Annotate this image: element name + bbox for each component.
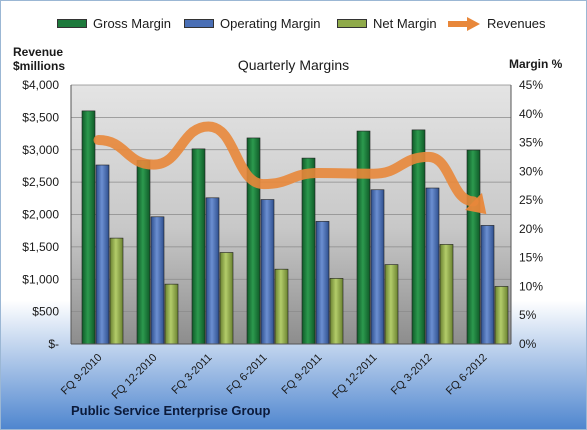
- legend: Gross Margin Operating Margin Net Margin…: [1, 16, 586, 36]
- left-tick-label: $2,500: [22, 175, 59, 189]
- right-tick-label: 35%: [519, 136, 543, 150]
- legend-operating-margin: Operating Margin: [184, 16, 320, 31]
- x-tick-label: FQ 6-2012: [444, 352, 490, 398]
- legend-revenues: Revenues: [447, 16, 546, 31]
- legend-swatch-operating: [184, 19, 214, 28]
- bar-gross-margin: [81, 110, 96, 345]
- legend-arrow-icon: [448, 16, 480, 31]
- legend-net-margin: Net Margin: [337, 16, 437, 31]
- right-tick-label: 10%: [519, 279, 543, 293]
- left-tick-label: $500: [32, 305, 59, 319]
- legend-label-gross: Gross Margin: [93, 16, 172, 31]
- bar-gross-margin: [356, 130, 371, 345]
- right-tick-label: 20%: [519, 222, 543, 236]
- legend-label-net: Net Margin: [373, 16, 437, 31]
- x-tick-label: FQ 12-2010: [110, 352, 160, 402]
- bar-net-margin: [164, 283, 179, 345]
- left-tick-label: $3,000: [22, 143, 59, 157]
- left-tick-label: $1,000: [22, 272, 59, 286]
- right-axis-title: Margin %: [509, 57, 563, 71]
- bar-operating-margin: [480, 225, 495, 345]
- x-tick-label: FQ 12-2011: [330, 352, 379, 401]
- bar-operating-margin: [370, 189, 385, 345]
- left-axis-title-line2: $millions: [13, 59, 66, 73]
- right-tick-label: 0%: [519, 337, 537, 351]
- right-tick-label: 40%: [519, 107, 543, 121]
- bar-operating-margin: [315, 221, 330, 345]
- right-tick-label: 45%: [519, 78, 543, 92]
- right-tick-label: 25%: [519, 193, 543, 207]
- bar-gross-margin: [191, 148, 206, 345]
- bar-net-margin: [439, 244, 454, 345]
- company-name: Public Service Enterprise Group: [71, 403, 271, 418]
- x-tick-label: FQ 9-2010: [59, 352, 105, 398]
- x-tick-label: FQ 6-2011: [225, 352, 270, 397]
- revenue-line: [93, 121, 487, 215]
- legend-label-revenues: Revenues: [487, 16, 546, 31]
- left-tick-label: $1,500: [22, 240, 59, 254]
- x-tick-label: FQ 9-2011: [280, 352, 325, 397]
- revenue-line-path: [93, 121, 479, 207]
- chart-title: Quarterly Margins: [237, 57, 350, 73]
- legend-swatch-net: [337, 19, 367, 28]
- legend-gross-margin: Gross Margin: [57, 16, 171, 31]
- right-tick-label: 30%: [519, 164, 543, 178]
- bar-operating-margin: [95, 164, 110, 345]
- bar-gross-margin: [301, 157, 316, 345]
- left-axis-title: Revenue $millions: [13, 45, 65, 73]
- revenue-arrowhead: [465, 192, 487, 215]
- bar-net-margin: [494, 286, 509, 345]
- bar-operating-margin: [150, 216, 165, 345]
- x-tick-label: FQ 3-2012: [389, 352, 435, 398]
- left-axis-title-line1: Revenue: [13, 45, 64, 59]
- bar-net-margin: [384, 264, 399, 345]
- bar-operating-margin: [425, 187, 440, 345]
- legend-label-operating: Operating Margin: [220, 16, 321, 31]
- left-tick-label: $3,500: [22, 110, 59, 124]
- left-tick-label: $4,000: [22, 78, 59, 92]
- bars: [81, 110, 509, 345]
- bar-operating-margin: [205, 197, 220, 345]
- bar-gross-margin: [136, 160, 151, 345]
- right-tick-label: 15%: [519, 251, 543, 265]
- legend-swatch-gross: [57, 19, 87, 28]
- bar-gross-margin: [466, 149, 481, 345]
- bar-net-margin: [219, 252, 234, 345]
- bar-net-margin: [109, 237, 124, 345]
- bar-operating-margin: [260, 199, 275, 345]
- bar-gross-margin: [246, 137, 261, 345]
- bar-net-margin: [274, 268, 289, 345]
- right-tick-label: 5%: [519, 308, 537, 322]
- left-tick-label: $-: [48, 337, 59, 351]
- x-tick-label: FQ 3-2011: [170, 352, 215, 397]
- left-tick-label: $2,000: [22, 208, 59, 222]
- bar-net-margin: [329, 278, 344, 345]
